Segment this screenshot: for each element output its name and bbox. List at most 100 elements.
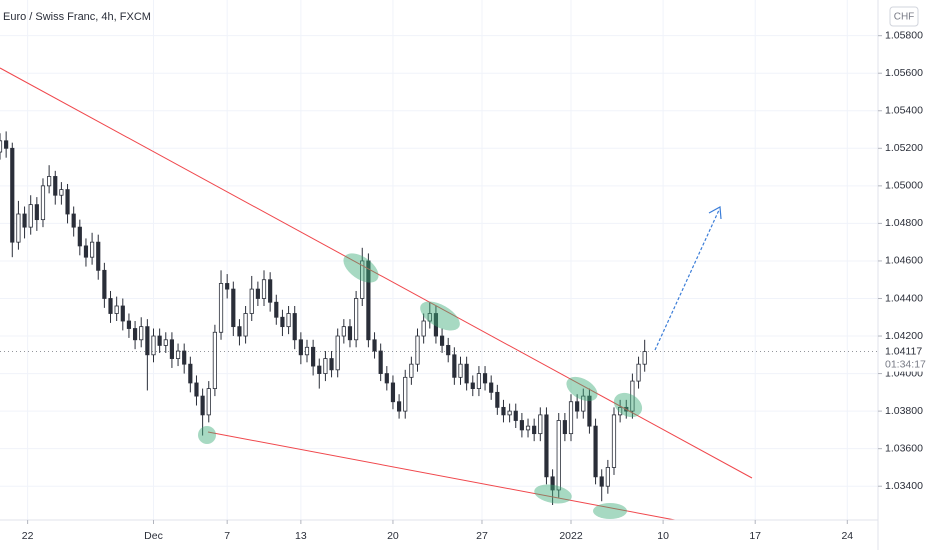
highlight xyxy=(534,484,572,504)
candle-body xyxy=(384,373,389,384)
candle-body xyxy=(507,410,512,416)
y-tick-label: 1.03400 xyxy=(885,480,923,492)
candle-body xyxy=(489,382,494,393)
candle-body xyxy=(335,335,340,371)
candle-body xyxy=(575,401,580,412)
candle-body xyxy=(71,213,76,228)
highlight xyxy=(343,253,379,283)
candle-body xyxy=(304,346,310,356)
candle-body xyxy=(568,401,574,435)
candle-body xyxy=(501,406,506,416)
candle-body xyxy=(206,388,211,416)
candle-body xyxy=(317,365,322,374)
candle-body xyxy=(427,313,432,322)
candle-body xyxy=(157,335,162,346)
candle-body xyxy=(114,305,119,314)
candle-body xyxy=(464,363,469,384)
candle-body xyxy=(421,320,426,337)
x-tick-label: 13 xyxy=(295,530,307,542)
chart-title: Euro / Swiss Franc, 4h, FXCM xyxy=(3,11,151,23)
candle-body xyxy=(188,363,193,384)
candle-body xyxy=(354,298,359,341)
candle-body xyxy=(261,279,267,299)
y-tick-label: 1.04200 xyxy=(885,330,923,342)
highlight xyxy=(593,503,627,519)
candle-body xyxy=(249,288,254,314)
candle-body xyxy=(77,226,82,247)
x-tick-label: 20 xyxy=(387,530,399,542)
candle-body xyxy=(83,245,89,258)
highlight xyxy=(613,392,643,418)
candle-body xyxy=(544,414,549,478)
candle-body xyxy=(182,350,187,365)
countdown-label: 01:34:17 xyxy=(885,358,926,370)
x-tick-label: 24 xyxy=(841,530,853,542)
y-tick-label: 1.04600 xyxy=(885,255,923,267)
drawings xyxy=(0,67,753,521)
candle-body xyxy=(298,339,303,356)
candle-body xyxy=(108,298,113,314)
y-tick-label: 1.05600 xyxy=(885,67,923,79)
candle-body xyxy=(372,339,377,352)
highlight xyxy=(420,301,460,331)
upper-trendline xyxy=(0,67,753,479)
candle-body xyxy=(550,476,555,491)
candle-body xyxy=(366,260,371,341)
candle-body xyxy=(618,406,623,416)
candle-body xyxy=(409,363,414,378)
candle-body xyxy=(329,358,334,371)
candle-body xyxy=(341,326,346,337)
y-tick-label: 1.04800 xyxy=(885,217,923,229)
y-tick-label: 1.05200 xyxy=(885,142,923,154)
candle-body xyxy=(163,339,168,346)
y-tick-label: 1.04400 xyxy=(885,292,923,304)
highlights xyxy=(198,253,643,519)
x-tick-label: Dec xyxy=(144,530,163,542)
candle-body xyxy=(194,382,199,397)
candle-body xyxy=(476,373,481,389)
candle-body xyxy=(218,283,224,333)
candle-body xyxy=(237,326,242,337)
x-tick-label: 2022 xyxy=(559,530,583,542)
y-tick-label: 1.05400 xyxy=(885,105,923,117)
candle-body xyxy=(53,176,58,196)
candle-body xyxy=(360,260,365,299)
candle-body xyxy=(231,288,236,328)
x-tick-label: 7 xyxy=(224,530,230,542)
currency-box[interactable] xyxy=(889,6,919,27)
candle-body xyxy=(0,140,3,153)
candle-body xyxy=(397,401,402,412)
candle-body xyxy=(59,189,64,196)
arrow-head xyxy=(708,206,722,220)
candle-body xyxy=(446,345,451,356)
grid xyxy=(0,0,878,520)
price-axis-background xyxy=(878,0,932,550)
candle-body xyxy=(532,425,537,435)
candle-body xyxy=(268,279,273,303)
axes: 1.034001.036001.038001.040001.042001.044… xyxy=(22,29,923,541)
candle-body xyxy=(145,326,150,356)
candle-body xyxy=(255,288,260,299)
candle-body xyxy=(280,316,285,328)
candle-body xyxy=(458,363,463,378)
candle-body xyxy=(28,204,33,228)
candle-body xyxy=(415,335,420,365)
time-axis-background xyxy=(0,520,932,550)
currency-label[interactable]: CHF xyxy=(894,12,915,23)
highlight xyxy=(566,376,598,402)
candle-body xyxy=(4,140,9,149)
candle-body xyxy=(151,335,156,356)
candle-body xyxy=(175,350,181,359)
candle-body xyxy=(243,313,248,337)
candle-body xyxy=(630,380,635,412)
candle-body xyxy=(47,176,52,187)
candles xyxy=(0,131,647,505)
candle-body xyxy=(605,467,610,487)
candle-body xyxy=(126,320,132,329)
candle-body xyxy=(378,350,383,374)
candle-body xyxy=(433,313,439,337)
x-tick-label: 27 xyxy=(476,530,488,542)
candle-body xyxy=(90,241,95,258)
